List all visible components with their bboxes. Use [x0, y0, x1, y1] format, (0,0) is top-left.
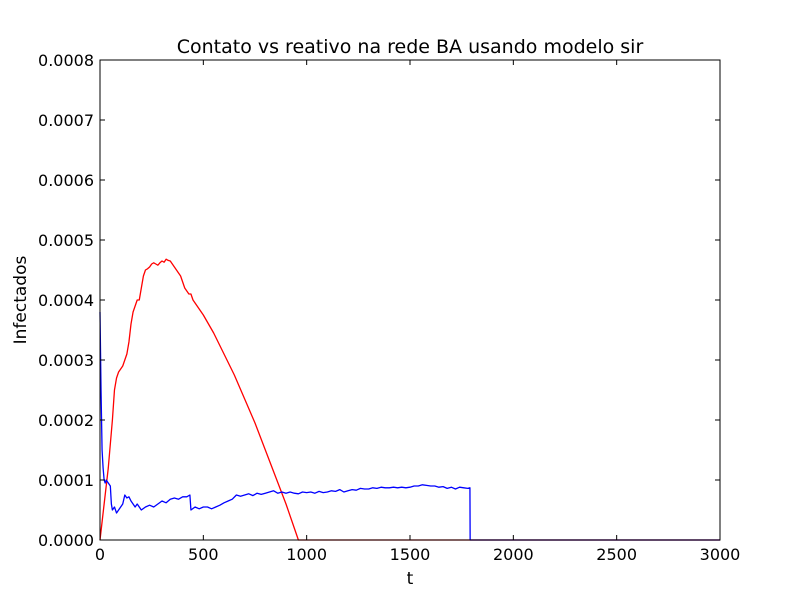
y-tick-label: 0.0008 [38, 51, 94, 70]
y-tick-label: 0.0007 [38, 111, 94, 130]
series-layer [99, 258, 720, 541]
x-tick-label: 500 [188, 545, 219, 564]
x-tick-label: 2500 [596, 545, 637, 564]
y-tick-label: 0.0003 [38, 351, 94, 370]
x-axis-label: t [407, 569, 414, 589]
ticks-layer: 0 500 1000 1500 2000 2500 3000 0.0000 0.0001 0.00… [38, 51, 740, 564]
y-tick-label: 0.0005 [38, 231, 94, 250]
y-axis-label: Infectados [11, 256, 31, 345]
x-tick-label: 0 [95, 545, 105, 564]
y-tick-label: 0.0002 [38, 411, 94, 430]
x-tick-label: 1000 [286, 545, 327, 564]
chart-title: Contato vs reativo na rede BA usando mod… [177, 36, 644, 58]
x-tick-label: 3000 [700, 545, 741, 564]
y-tick-label: 0.0000 [38, 531, 94, 550]
x-tick-label: 1500 [390, 545, 431, 564]
series-line-2 [99, 311, 720, 541]
y-tick-label: 0.0001 [38, 471, 94, 490]
y-tick-label: 0.0006 [38, 171, 94, 190]
series-line-1 [99, 258, 720, 541]
y-tick-label: 0.0004 [38, 291, 94, 310]
x-tick-label: 2000 [493, 545, 534, 564]
